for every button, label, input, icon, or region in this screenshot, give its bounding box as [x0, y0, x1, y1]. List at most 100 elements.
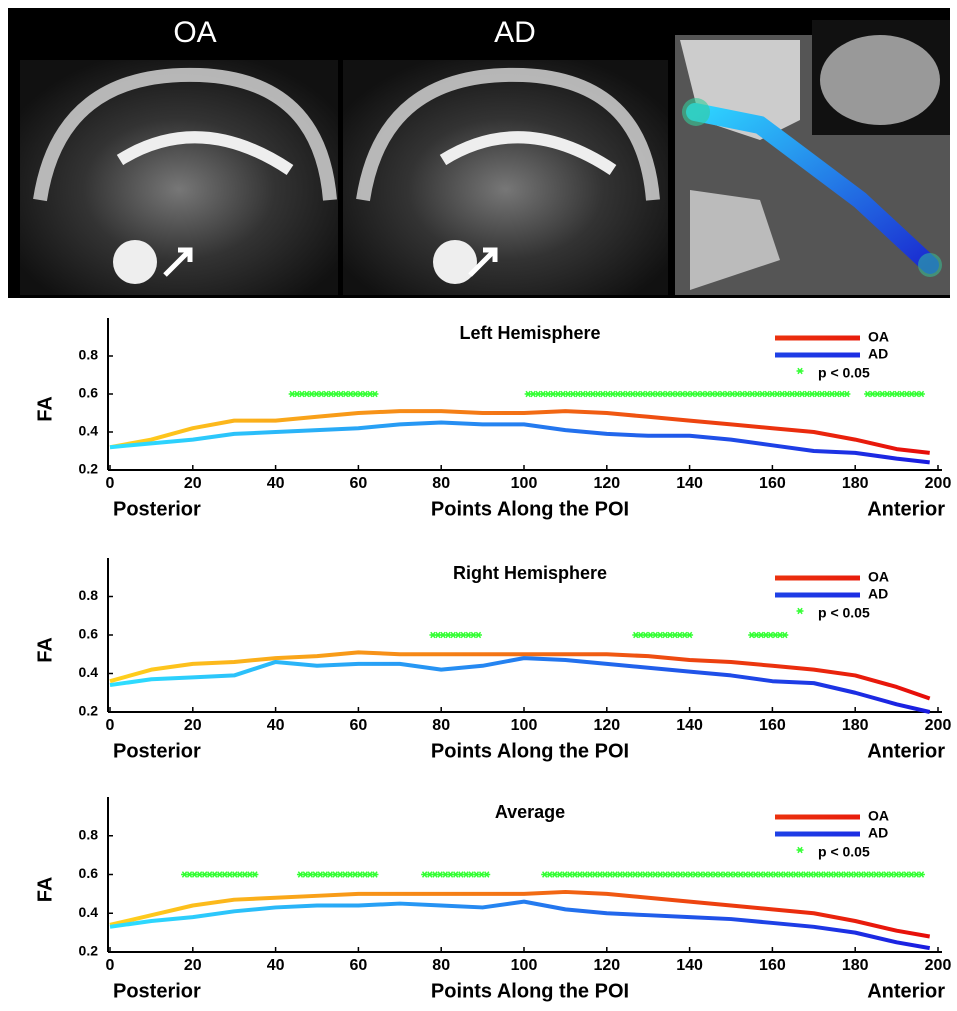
significance-markers [632, 631, 694, 639]
y-tick-label: 0.6 [79, 385, 99, 401]
x-tick-label: 80 [432, 475, 450, 492]
x-tick-label: 60 [350, 957, 368, 974]
asterisk [796, 846, 804, 854]
x-tick-label: 160 [759, 717, 786, 734]
legend-label: p < 0.05 [818, 844, 870, 860]
x-tick-label: 80 [432, 957, 450, 974]
x-tick-label: 0 [106, 717, 115, 734]
x-tick-label: 140 [676, 957, 703, 974]
legend-swatch [775, 831, 860, 837]
y-axis-label: FA [34, 637, 56, 663]
x-tick-label: 200 [925, 957, 952, 974]
asterisk [781, 631, 789, 639]
asterisk [251, 871, 259, 878]
x-axis-end-label: Posterior [113, 980, 201, 1002]
x-tick-label: 140 [676, 717, 703, 734]
legend-swatch [775, 575, 860, 581]
x-tick-label: 100 [511, 475, 538, 492]
series-line [109, 650, 931, 701]
y-tick-label: 0.4 [79, 664, 99, 680]
legend-swatch [775, 335, 860, 341]
x-tick-label: 180 [842, 475, 869, 492]
legend-label: p < 0.05 [818, 605, 870, 621]
asterisk [371, 871, 379, 878]
significance-markers [421, 871, 491, 878]
y-tick-label: 0.8 [79, 826, 99, 842]
x-tick-label: 100 [511, 717, 538, 734]
x-axis-label: Points Along the POI [431, 740, 629, 762]
y-tick-label: 0.6 [79, 865, 99, 881]
legend-label: p < 0.05 [818, 365, 870, 381]
legend-swatch [775, 814, 860, 820]
x-tick-label: 0 [106, 957, 115, 974]
x-tick-label: 40 [267, 957, 285, 974]
legend-label: OA [868, 329, 889, 345]
x-tick-label: 180 [842, 957, 869, 974]
x-tick-label: 20 [184, 717, 202, 734]
asterisk [796, 367, 804, 375]
y-axis-label: FA [34, 396, 56, 422]
y-tick-label: 0.4 [79, 904, 99, 920]
significance-markers [541, 871, 925, 878]
legend-swatch [775, 352, 860, 358]
x-tick-label: 120 [593, 957, 620, 974]
asterisk [686, 631, 694, 639]
x-axis-end-label: Anterior [867, 980, 945, 1002]
x-axis-end-label: Posterior [113, 498, 201, 520]
x-tick-label: 0 [106, 475, 115, 492]
asterisk [917, 871, 925, 878]
x-axis-label: Points Along the POI [431, 980, 629, 1002]
brain-image [343, 60, 668, 295]
x-axis-end-label: Posterior [113, 740, 201, 762]
chart-title: Average [495, 802, 565, 822]
x-axis-label: Points Along the POI [431, 498, 629, 520]
y-tick-label: 0.2 [79, 943, 99, 959]
significance-markers [288, 390, 379, 398]
asterisk [917, 390, 925, 398]
series-line [109, 899, 931, 951]
asterisk [796, 607, 804, 615]
asterisk [371, 390, 379, 398]
tract-image [675, 20, 950, 295]
panel-label: OA [173, 16, 216, 49]
asterisk [843, 390, 851, 398]
x-tick-label: 160 [759, 957, 786, 974]
x-tick-label: 180 [842, 717, 869, 734]
significance-markers [181, 871, 259, 878]
x-tick-label: 200 [925, 475, 952, 492]
x-tick-label: 120 [593, 717, 620, 734]
series-line [109, 656, 931, 714]
y-tick-label: 0.2 [79, 703, 99, 719]
x-axis-end-label: Anterior [867, 740, 945, 762]
x-axis-end-label: Anterior [867, 498, 945, 520]
x-tick-label: 160 [759, 475, 786, 492]
brain-image [20, 60, 338, 295]
y-tick-label: 0.6 [79, 626, 99, 642]
panel-label: AD [494, 16, 536, 49]
x-tick-label: 200 [925, 717, 952, 734]
significance-markers [429, 631, 482, 639]
asterisk [483, 871, 491, 878]
legend-label: OA [868, 808, 889, 824]
x-tick-label: 20 [184, 475, 202, 492]
legend-swatch [775, 592, 860, 598]
y-axis-label: FA [34, 877, 56, 903]
series-line [109, 420, 930, 465]
y-tick-label: 0.8 [79, 587, 99, 603]
x-tick-label: 120 [593, 475, 620, 492]
series-line [109, 889, 931, 939]
series-line [109, 409, 930, 455]
significance-markers [864, 390, 925, 398]
legend-label: AD [868, 825, 888, 841]
y-tick-label: 0.4 [79, 423, 99, 439]
x-tick-label: 100 [511, 957, 538, 974]
y-tick-label: 0.2 [79, 461, 99, 477]
legend-label: AD [868, 346, 888, 362]
significance-markers [524, 390, 851, 398]
x-tick-label: 60 [350, 717, 368, 734]
x-tick-label: 140 [676, 475, 703, 492]
x-tick-label: 60 [350, 475, 368, 492]
legend-label: OA [868, 569, 889, 585]
y-tick-label: 0.8 [79, 347, 99, 363]
